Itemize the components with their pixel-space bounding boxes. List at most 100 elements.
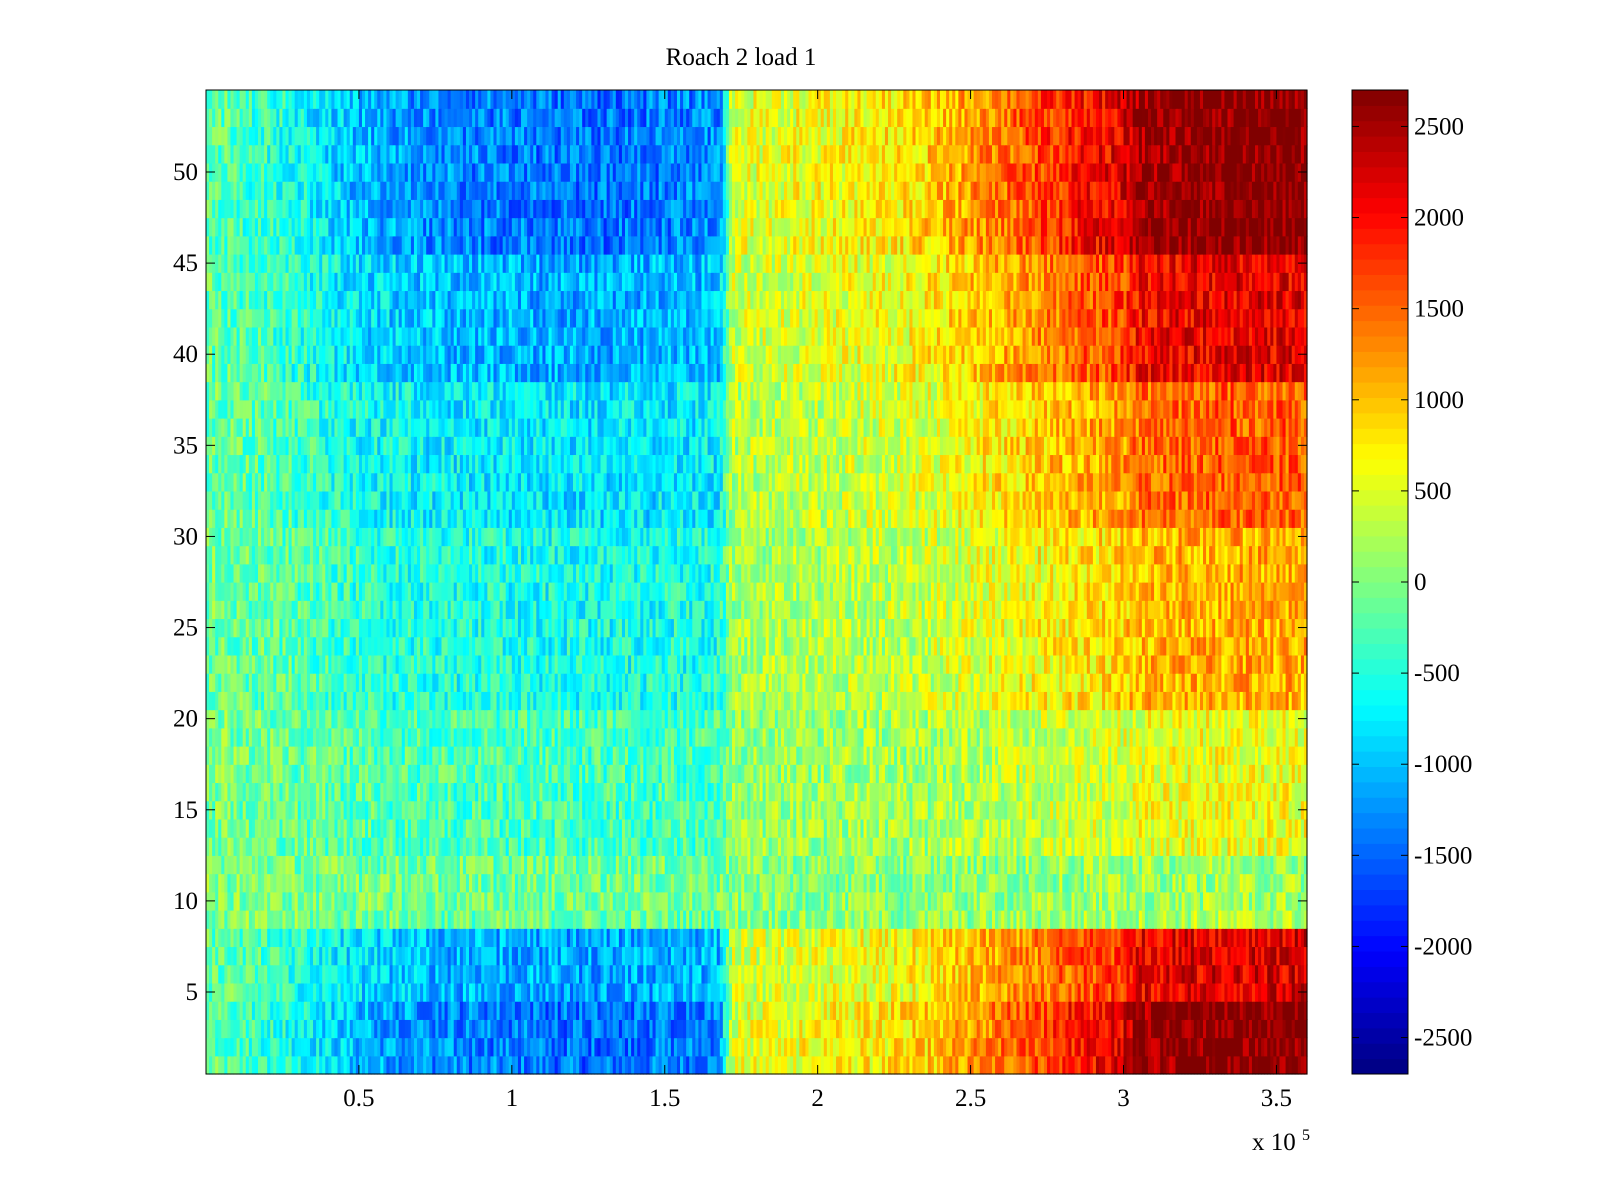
- heatmap-cell: [875, 1001, 880, 1020]
- heatmap-cell: [560, 1037, 565, 1057]
- heatmap-cell: [1114, 964, 1118, 984]
- heatmap-cell: [539, 1019, 544, 1039]
- heatmap-cell: [1212, 1055, 1216, 1075]
- heatmap-cell: [1267, 946, 1271, 966]
- heatmap-cell: [273, 946, 277, 966]
- heatmap-cell: [1215, 1037, 1219, 1057]
- heatmap-cell: [236, 1019, 241, 1039]
- heatmap-cell: [658, 1037, 663, 1057]
- heatmap-cell: [646, 1019, 651, 1039]
- heatmap-cell: [493, 1019, 498, 1039]
- heatmap-cell: [1157, 1001, 1161, 1020]
- heatmap-cell: [1065, 946, 1070, 966]
- heatmap-cell: [680, 982, 684, 1002]
- heatmap-cell: [673, 982, 678, 1002]
- heatmap-cell: [787, 946, 791, 966]
- heatmap-cell: [322, 928, 326, 948]
- heatmap-cell: [1025, 1037, 1030, 1057]
- heatmap-cell: [829, 1019, 834, 1039]
- heatmap-cell: [264, 964, 268, 984]
- heatmap-cell: [719, 1019, 724, 1039]
- heatmap-cell: [404, 1055, 409, 1075]
- heatmap-cell: [1270, 982, 1274, 1002]
- heatmap-cell: [673, 1055, 678, 1075]
- heatmap-cell: [860, 1019, 865, 1039]
- heatmap-cell: [796, 982, 800, 1002]
- heatmap-cell: [933, 964, 938, 984]
- heatmap-cell: [554, 964, 559, 984]
- heatmap-cell: [230, 946, 235, 966]
- heatmap-cell: [1227, 1019, 1232, 1039]
- heatmap-cell: [542, 1019, 547, 1039]
- heatmap-cell: [557, 1055, 562, 1075]
- heatmap-cell: [600, 964, 605, 984]
- heatmap-cell: [802, 1001, 807, 1020]
- heatmap-cell: [306, 1037, 311, 1057]
- heatmap-cell: [267, 1001, 271, 1020]
- heatmap-cell: [236, 964, 241, 984]
- heatmap-cell: [334, 928, 339, 948]
- heatmap-cell: [949, 946, 953, 966]
- heatmap-cell: [1255, 1019, 1259, 1039]
- heatmap-cell: [475, 946, 479, 966]
- heatmap-cell: [631, 964, 635, 984]
- heatmap-cell: [407, 1055, 412, 1075]
- heatmap-cell: [536, 946, 540, 966]
- heatmap-cell: [1126, 982, 1131, 1002]
- heatmap-cell: [1267, 1055, 1271, 1075]
- heatmap-cell: [1227, 946, 1232, 966]
- heatmap-cell: [306, 964, 311, 984]
- heatmap-cell: [1092, 1019, 1097, 1039]
- heatmap-cell: [371, 982, 375, 1002]
- heatmap-cell: [1102, 1019, 1106, 1039]
- heatmap-cell: [582, 946, 586, 966]
- heatmap-cell: [1053, 1037, 1057, 1057]
- heatmap-cell: [444, 1055, 449, 1075]
- heatmap-cell: [530, 946, 534, 966]
- heatmap-cell: [842, 946, 846, 966]
- heatmap-cell: [426, 928, 430, 948]
- heatmap-cell: [1034, 1055, 1039, 1075]
- heatmap-cell: [933, 982, 938, 1002]
- heatmap-cell: [557, 1001, 562, 1020]
- heatmap-cell: [1276, 946, 1281, 966]
- heatmap-cell: [646, 946, 651, 966]
- heatmap-cell: [878, 1001, 883, 1020]
- heatmap-cell: [1264, 1001, 1268, 1020]
- heatmap-cell: [493, 982, 498, 1002]
- heatmap-cell: [1065, 964, 1070, 984]
- heatmap-cell: [998, 946, 1002, 966]
- heatmap-cell: [588, 982, 592, 1002]
- heatmap-cell: [1190, 1001, 1195, 1020]
- heatmap-cell: [842, 1001, 846, 1020]
- heatmap-cell: [1068, 1001, 1073, 1020]
- heatmap-cell: [906, 982, 911, 1002]
- heatmap-cell: [322, 1001, 326, 1020]
- heatmap-cell: [1071, 1001, 1076, 1020]
- heatmap-cell: [514, 1055, 519, 1075]
- heatmap-cell: [212, 1055, 216, 1075]
- heatmap-cell: [490, 964, 495, 984]
- heatmap-cell: [912, 1019, 917, 1039]
- heatmap-cell: [1089, 946, 1094, 966]
- heatmap-cell: [973, 1037, 978, 1057]
- heatmap-cell: [680, 946, 684, 966]
- heatmap-cell: [768, 964, 773, 984]
- heatmap-cell: [1095, 982, 1100, 1002]
- heatmap-cell: [1273, 946, 1278, 966]
- heatmap-cell: [233, 1019, 238, 1039]
- heatmap-cell: [386, 1037, 391, 1057]
- heatmap-cell: [643, 1001, 647, 1020]
- heatmap-cell: [224, 946, 229, 966]
- heatmap-cell: [790, 946, 794, 966]
- heatmap-cell: [799, 946, 803, 966]
- heatmap-cell: [536, 964, 540, 984]
- heatmap-cell: [218, 1037, 222, 1057]
- heatmap-cell: [940, 1019, 944, 1039]
- heatmap-cell: [829, 964, 834, 984]
- heatmap-cell: [1053, 946, 1057, 966]
- heatmap-cell: [643, 964, 647, 984]
- heatmap-cell: [395, 928, 400, 948]
- heatmap-cell: [386, 1019, 391, 1039]
- heatmap-cell: [1123, 964, 1128, 984]
